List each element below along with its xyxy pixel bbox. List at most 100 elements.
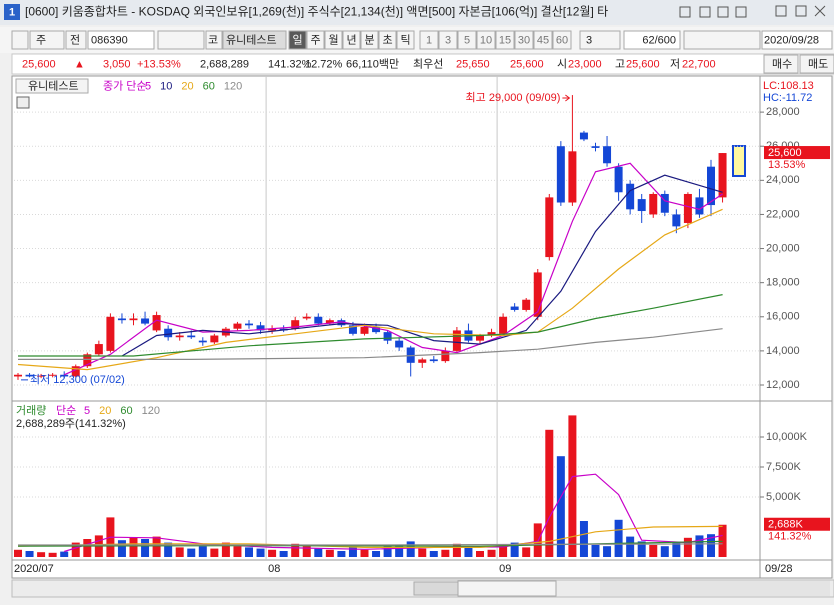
interval-button[interactable] [476,30,496,50]
buy-button[interactable] [763,54,799,74]
price-legend-prefix: 종가 단순 [103,79,147,92]
volume-bar [556,456,565,557]
stock-name: 유니테스트 [226,33,277,46]
market-select[interactable] [29,30,65,50]
volume-bar [464,546,473,557]
interval[interactable]: 45 [537,34,549,46]
volume-summary: 2,688,289주(141.32%) [16,418,126,430]
volume-bar [60,551,69,557]
interval-button[interactable] [438,30,458,50]
volume-bar [164,542,173,557]
candle-body [164,328,173,338]
period[interactable]: 초 [382,33,392,46]
bid: 25,600 [510,58,544,70]
scroll-thumb[interactable] [413,581,459,596]
candle-body [672,214,681,227]
window-controls[interactable] [679,5,826,18]
candle-body [233,323,242,329]
volume-bar [256,548,265,557]
interval-button[interactable] [552,30,572,50]
quote: 25,600 ▲ 3,050 +13.53% 2,688,289 141.32%… [22,57,716,70]
lc: LC:108.13 [763,80,814,92]
legend-entry: 120 [142,405,160,417]
interval-button[interactable] [533,30,553,50]
volume-bar [325,549,334,557]
market-tag: 코 [208,34,218,46]
candle-body [383,332,392,341]
period[interactable]: 월 [328,33,338,46]
last-price-tag [764,146,830,160]
interval-button[interactable] [457,30,477,50]
period[interactable]: 년 [346,33,356,46]
code-input[interactable] [87,30,155,50]
period[interactable]: 틱 [400,33,410,46]
volume-bar [372,551,381,557]
interval[interactable]: 60 [556,34,568,46]
y-tick-label: 22,000 [766,208,800,220]
volume-bar [395,545,404,557]
scope-button[interactable] [65,30,87,50]
period-button[interactable] [324,30,343,50]
count-box[interactable] [623,30,681,50]
period-button[interactable] [360,30,379,50]
max-annotation: 최고 29,000 (09/09) [466,91,561,104]
ma-line [18,543,723,546]
stock-label: 유니테스트 [28,79,79,92]
y-tick-label: 20,000 [766,242,800,254]
sell-button[interactable] [799,54,834,74]
high-label: 고 [615,58,625,70]
ma-line [63,162,723,376]
zoom-controls[interactable] [600,581,830,596]
x-tick-label: 09/28 [765,563,793,575]
interval[interactable]: 15 [499,34,511,46]
candle-body [25,374,34,377]
interval[interactable]: 30 [518,34,530,46]
volume-bar [637,541,646,557]
interval-button[interactable] [495,30,515,50]
period-button[interactable] [342,30,361,50]
interval-button[interactable] [419,30,439,50]
interval[interactable]: 10 [480,34,492,46]
volume-bar [441,549,450,557]
volume-bar [406,541,415,557]
multiple-select[interactable] [579,30,621,50]
legend-entry: 120 [224,80,242,92]
table-icon[interactable] [16,96,30,109]
scroll-controls[interactable] [457,580,557,597]
volume-bar [291,543,300,557]
period[interactable]: 일 [292,32,302,46]
volume-bar [129,537,138,557]
interval-button[interactable] [514,30,534,50]
period-button[interactable] [396,30,415,50]
candle-body [129,318,138,321]
buy[interactable]: 매수 [772,57,792,70]
menu-button[interactable] [11,30,29,50]
volume-bar [314,548,323,557]
candle-body [429,359,438,362]
stock-label-box [15,78,89,94]
y-tick-label: 14,000 [766,345,800,357]
title-bar [0,0,834,25]
volume-bar [245,547,253,557]
interval[interactable]: 5 [464,34,470,46]
period-button[interactable] [378,30,397,50]
period-button[interactable] [288,30,307,50]
volume-bar [83,539,92,557]
change-pct: +13.53% [137,58,181,70]
volume-bar [221,542,230,557]
search-buttons[interactable] [157,30,205,50]
x-tick-label: 2020/07 [14,563,54,575]
tool-buttons[interactable] [683,30,761,50]
candle-body [522,299,531,310]
sell[interactable]: 매도 [808,57,828,70]
volume-bar [707,534,715,557]
interval[interactable]: 1 [426,34,432,46]
period[interactable]: 분 [364,34,374,46]
date-box[interactable] [761,30,833,50]
candle-body [302,316,311,319]
period-button[interactable] [306,30,325,50]
interval[interactable]: 3 [445,34,451,46]
period[interactable]: 주 [310,34,320,46]
volume-bar [198,546,207,557]
amount: 66,110백만 [346,57,399,70]
